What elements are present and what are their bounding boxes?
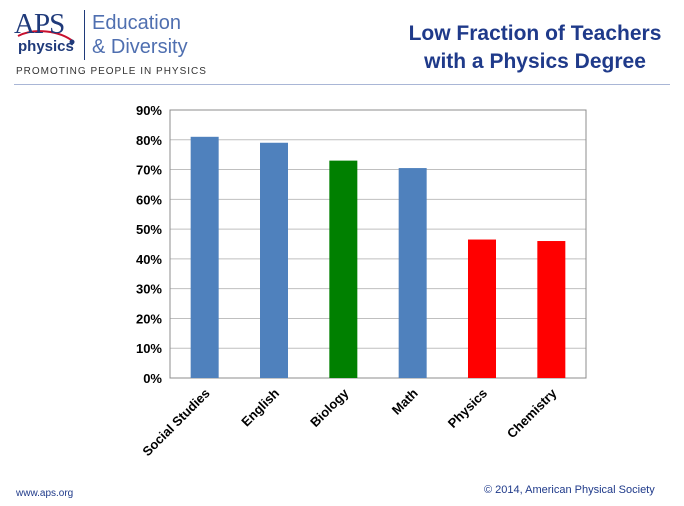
y-tick-label: 40% xyxy=(136,252,162,267)
bar-chart: 0% 10% 20% 30% 40% 50% 60% 70% 80% 90% Social Stu… xyxy=(136,103,587,459)
y-tick-label: 50% xyxy=(136,222,162,237)
bar-math xyxy=(398,168,427,378)
x-tick-label: English xyxy=(238,385,282,429)
education-label: Education xyxy=(92,12,181,34)
y-tick-label: 10% xyxy=(136,341,162,356)
x-tick-label: Math xyxy=(389,385,421,417)
diversity-label: & Diversity xyxy=(92,36,188,58)
x-tick-label: Social Studies xyxy=(139,386,212,459)
y-tick-label: 60% xyxy=(136,192,162,207)
y-tick-label: 70% xyxy=(136,163,162,178)
chart-bars xyxy=(190,136,566,378)
logo-tagline: PROMOTING PEOPLE IN PHYSICS xyxy=(16,66,207,77)
slide-title-line-2: with a Physics Degree xyxy=(424,50,646,73)
bar-english xyxy=(260,142,288,378)
y-tick-label: 90% xyxy=(136,103,162,118)
x-tick-label: Physics xyxy=(445,386,490,431)
aps-logo: APS physics Education & Diversity PROMOT… xyxy=(14,8,214,82)
logo-divider xyxy=(84,10,85,60)
y-tick-label: 80% xyxy=(136,133,162,148)
aps-swoosh-icon xyxy=(17,30,75,45)
aps-wordmark: APS xyxy=(14,8,65,40)
plot-frame xyxy=(169,109,587,379)
y-tick-label: 20% xyxy=(136,311,162,326)
slide-title: Low Fraction of Teachers with a Physics … xyxy=(390,20,680,76)
aps-physics-wordmark: physics xyxy=(18,38,74,55)
header-divider xyxy=(14,84,670,85)
chart-gridlines xyxy=(170,109,586,379)
bar-social-studies xyxy=(190,136,219,378)
x-tick-label: Chemistry xyxy=(504,385,560,441)
bar-biology xyxy=(329,160,358,378)
bar-chemistry xyxy=(537,241,566,378)
slide-title-line-1: Low Fraction of Teachers xyxy=(408,22,662,45)
x-axis-tick-labels: Social Studies English Biology Math Physics C… xyxy=(139,385,560,459)
footer-website: www.aps.org xyxy=(16,488,74,499)
footer-copyright: © 2014, American Physical Society xyxy=(484,484,655,496)
y-tick-label: 30% xyxy=(136,282,162,297)
y-tick-label: 0% xyxy=(143,371,162,386)
bar-physics xyxy=(468,239,496,378)
x-tick-label: Biology xyxy=(307,385,352,430)
y-axis-tick-labels: 0% 10% 20% 30% 40% 50% 60% 70% 80% 90% xyxy=(136,103,162,386)
